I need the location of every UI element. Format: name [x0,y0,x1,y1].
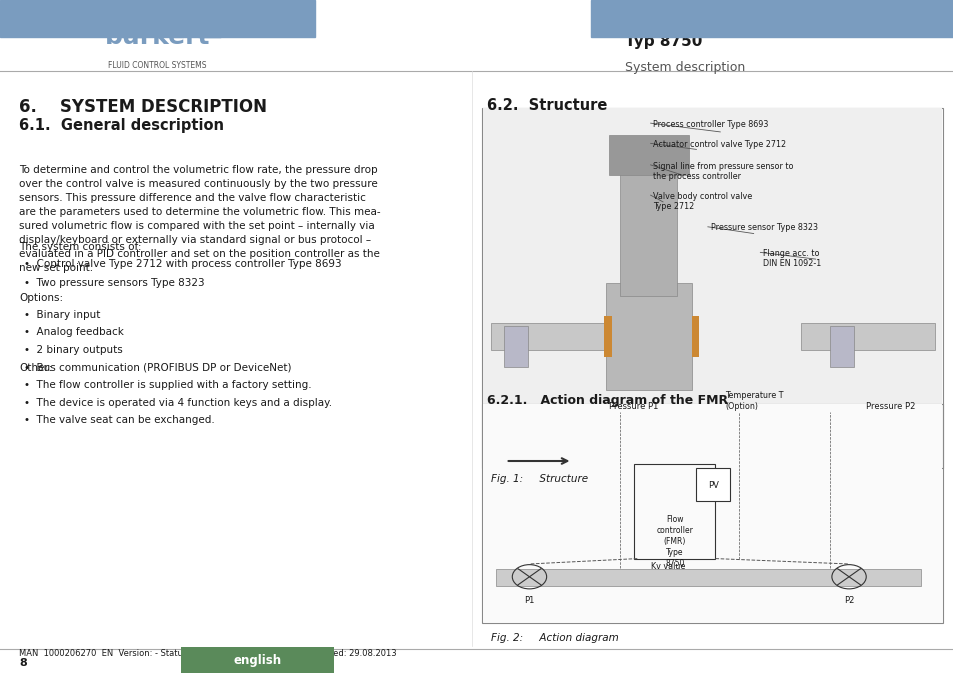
Bar [0,0,314,37]
Text: 8: 8 [19,658,27,668]
Text: •  The valve seat can be exchanged.: • The valve seat can be exchanged. [24,415,214,425]
Text: Pressure P2: Pressure P2 [865,402,915,411]
Bar [691,316,699,357]
Text: •  2 binary outputs: • 2 binary outputs [24,345,123,355]
Text: Fig. 1:     Structure: Fig. 1: Structure [491,474,588,485]
Bar [181,647,334,673]
Text: 6.    SYSTEM DESCRIPTION: 6. SYSTEM DESCRIPTION [19,98,267,116]
Text: •  Bus communication (PROFIBUS DP or DeviceNet): • Bus communication (PROFIBUS DP or Devi… [24,362,291,372]
Text: Process controller Type 8693: Process controller Type 8693 [653,120,768,129]
Bar [591,0,953,37]
Bar [603,316,611,357]
Text: •  Control valve Type 2712 with process controller Type 8693: • Control valve Type 2712 with process c… [24,259,341,269]
Text: 6.2.  Structure: 6.2. Structure [486,98,606,112]
Bar [619,148,677,296]
Text: Pressure P1: Pressure P1 [608,402,658,411]
Text: bürkert: bürkert [105,25,210,49]
Text: •  Analog feedback: • Analog feedback [24,327,124,337]
Bar [696,468,729,501]
Bar [801,323,934,350]
Text: 6.2.1.   Action diagram of the FMR: 6.2.1. Action diagram of the FMR [486,394,727,406]
Bar [605,283,691,390]
Bar [491,323,605,350]
Text: Flow
controller
(FMR)
Type
8750: Flow controller (FMR) Type 8750 [656,515,693,568]
Text: Flange acc. to
DIN EN 1092-1: Flange acc. to DIN EN 1092-1 [762,249,821,269]
Text: Valve body control valve
Type 2712: Valve body control valve Type 2712 [653,192,752,211]
Text: MAN  1000206270  EN  Version: - Status: BL (released | freigegeben)  printed: 29: MAN 1000206270 EN Version: - Status: BL … [19,649,396,658]
Text: •  Two pressure sensors Type 8323: • Two pressure sensors Type 8323 [24,278,204,288]
Bar [481,404,942,623]
Text: FLUID CONTROL SYSTEMS: FLUID CONTROL SYSTEMS [108,61,207,69]
Text: To determine and control the volumetric flow rate, the pressure drop
over the co: To determine and control the volumetric … [19,165,380,273]
Text: System description: System description [624,61,744,73]
Text: Actuator control valve Type 2712: Actuator control valve Type 2712 [653,140,786,149]
Bar [634,464,715,559]
Bar [608,135,688,175]
Text: Other:: Other: [19,363,52,374]
Text: •  The flow controller is supplied with a factory setting.: • The flow controller is supplied with a… [24,380,311,390]
Text: •  The device is operated via 4 function keys and a display.: • The device is operated via 4 function … [24,398,332,408]
Text: english: english [233,653,281,667]
Text: Options:: Options: [19,293,63,303]
Bar [829,326,853,367]
Bar [503,326,527,367]
Bar [482,404,941,622]
Text: Pressure sensor Type 8323: Pressure sensor Type 8323 [710,223,817,232]
Text: 6.1.  General description: 6.1. General description [19,118,224,133]
Text: P2: P2 [843,596,853,604]
Bar [482,108,941,467]
Text: Temperature T
(Option): Temperature T (Option) [724,391,782,411]
Text: P1: P1 [524,596,534,604]
Bar [481,108,942,468]
Text: Kv value: Kv value [650,562,684,571]
Text: The system consists of:: The system consists of: [19,242,141,252]
Text: Fig. 2:     Action diagram: Fig. 2: Action diagram [491,633,618,643]
Text: Typ 8750: Typ 8750 [624,34,701,49]
Text: Signal line from pressure sensor to
the process controller: Signal line from pressure sensor to the … [653,162,793,181]
Text: •  Binary input: • Binary input [24,310,100,320]
Text: PV: PV [707,481,718,491]
Bar [496,569,920,586]
